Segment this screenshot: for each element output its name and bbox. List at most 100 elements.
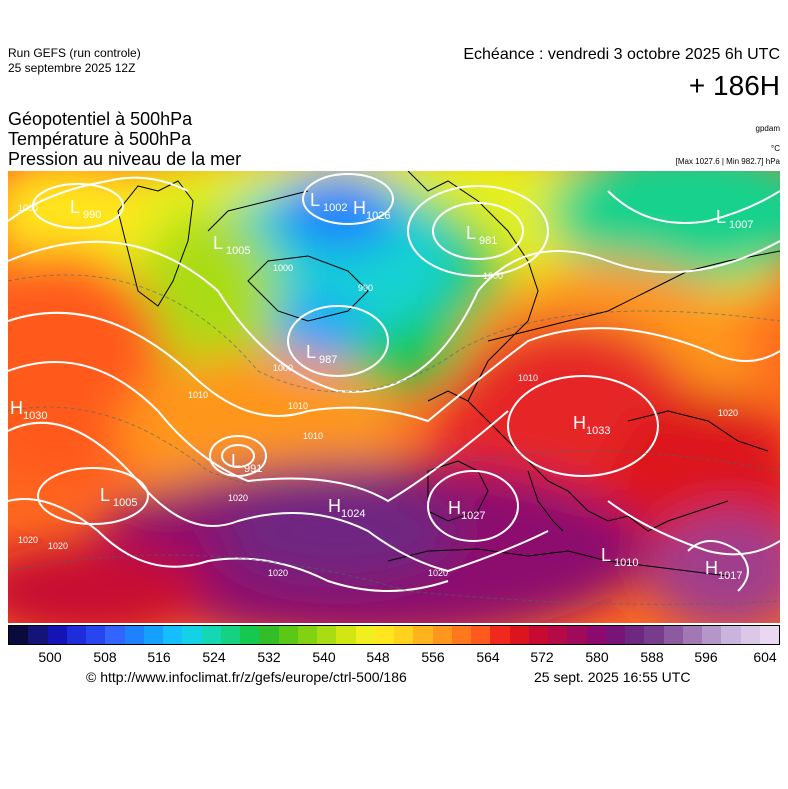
pressure-center-high-1030: H 1030 — [10, 398, 47, 422]
pressure-center-low-1005-north: L 1005 — [213, 233, 250, 257]
pressure-center-value: 987 — [319, 354, 337, 366]
pressure-center-type: L — [70, 197, 80, 217]
colorbar-tick: 516 — [147, 649, 171, 665]
isobar-labels: 1000 1000 990 1000 1000 1010 1010 1020 1020 1020 1… — [18, 203, 738, 578]
colorbar-swatch — [163, 626, 183, 644]
isobar-label: 1010 — [288, 401, 308, 411]
colorbar-swatch — [86, 626, 106, 644]
isobar-label: 1000 — [483, 271, 503, 281]
valid-time: Echéance : vendredi 3 octobre 2025 6h UT… — [463, 46, 780, 63]
colorbar-tick: 580 — [585, 649, 609, 665]
colorbar-swatch — [509, 626, 529, 644]
pressure-center-type: L — [310, 190, 320, 210]
temperature-contours — [8, 274, 780, 605]
isobar-label: 1020 — [48, 541, 68, 551]
colorbar-swatch — [528, 626, 548, 644]
pressure-center-low-990: L 990 — [70, 197, 101, 221]
unit-celsius: °C — [771, 144, 780, 153]
pressure-center-type: L — [466, 223, 476, 243]
colorbar-swatch — [702, 626, 722, 644]
colorbar-swatch — [471, 626, 491, 644]
pressure-center-low-1007: L 1007 — [716, 207, 753, 231]
pressure-center-type: H — [10, 398, 23, 418]
pressure-center-value: 1027 — [461, 510, 485, 522]
colorbar-swatch — [663, 626, 683, 644]
pressure-center-value: 990 — [83, 209, 101, 221]
pressure-center-value: 1010 — [614, 557, 638, 569]
pressure-center-type: L — [100, 485, 110, 505]
colorbar-swatch — [105, 626, 125, 644]
colorbar-swatch — [432, 626, 452, 644]
pressure-center-low-1002: L 1002 — [310, 190, 347, 214]
pressure-center-value: 991 — [244, 463, 262, 475]
colorbar-swatch — [682, 626, 702, 644]
colorbar-tick: 588 — [640, 649, 664, 665]
colorbar-swatch — [605, 626, 625, 644]
pressure-center-value: 1005 — [226, 245, 250, 257]
colorbar-swatch — [47, 626, 67, 644]
pressure-center-high-1024: H 1024 — [328, 496, 365, 520]
generation-time: 25 sept. 2025 16:55 UTC — [534, 669, 691, 685]
colorbar-tick: 604 — [753, 649, 777, 665]
source-credit: © http://www.infoclimat.fr/z/gefs/europe… — [86, 669, 407, 685]
colorbar-swatch — [297, 626, 317, 644]
pressure-center-high-1033: H 1033 — [573, 413, 610, 437]
colorbar-swatch — [66, 626, 86, 644]
pressure-center-value: 1030 — [23, 410, 47, 422]
isobar-label: 1020 — [718, 408, 738, 418]
colorbar-swatch — [721, 626, 741, 644]
coastlines — [117, 171, 780, 577]
isobar-label: 1010 — [518, 373, 538, 383]
isobar-label: 990 — [358, 283, 373, 293]
colorbar-swatch — [143, 626, 163, 644]
colorbar-swatch — [394, 626, 414, 644]
pressure-range: [Max 1027.6 | Min 982.7] hPa — [675, 157, 780, 166]
colorbar-tick: 596 — [694, 649, 718, 665]
colorbar-ticks: 500 508 516 524 532 540 548 556 564 572 580 588 596 6… — [0, 649, 788, 665]
colorbar-tick: 500 — [38, 649, 62, 665]
colorbar-swatch — [28, 626, 48, 644]
unit-gpdam: gpdam — [755, 124, 780, 133]
pressure-center-value: 1005 — [113, 497, 137, 509]
pressure-center-value: 1007 — [729, 219, 753, 231]
colorbar-tick: 540 — [312, 649, 336, 665]
pressure-center-value: 1017 — [718, 570, 742, 582]
isobar-label: 1020 — [18, 535, 38, 545]
colorbar-swatch — [759, 626, 779, 644]
pressure-center-type: H — [573, 413, 586, 433]
colorbar-swatch — [317, 626, 337, 644]
pressure-center-low-1005-south: L 1005 — [100, 485, 137, 509]
pressure-center-type: L — [601, 545, 611, 565]
colorbar-swatch — [220, 626, 240, 644]
colorbar-swatch — [644, 626, 664, 644]
weather-map: L 990 L 1005 L 1002 H 1026 L 981 L 1007 L 987 H 1030 L 99… — [8, 171, 780, 623]
colorbar-swatch — [413, 626, 433, 644]
pressure-center-value: 1024 — [341, 508, 365, 520]
colorbar-swatch — [278, 626, 298, 644]
pressure-center-value: 1026 — [366, 210, 390, 222]
colorbar-swatch — [355, 626, 375, 644]
colorbar-swatch — [124, 626, 144, 644]
colorbar-swatch — [182, 626, 202, 644]
pressure-center-type: H — [448, 498, 461, 518]
isobar-label: 1020 — [228, 493, 248, 503]
pressure-center-low-987: L 987 — [306, 342, 337, 366]
colorbar-swatch — [548, 626, 568, 644]
colorbar-swatch — [336, 626, 356, 644]
pressure-center-type: L — [306, 342, 316, 362]
isobar-label: 1020 — [428, 568, 448, 578]
isobars — [8, 173, 780, 592]
layer-temperature: Température à 500hPa — [8, 129, 192, 149]
colorbar-tick: 564 — [476, 649, 500, 665]
pressure-center-type: H — [353, 198, 366, 218]
colorbar-swatch — [201, 626, 221, 644]
pressure-center-type: H — [705, 558, 718, 578]
colorbar-swatch — [567, 626, 587, 644]
colorbar-swatch — [374, 626, 394, 644]
run-date: 25 septembre 2025 12Z — [8, 61, 136, 75]
colorbar-tick: 572 — [530, 649, 554, 665]
pressure-center-type: L — [231, 451, 241, 471]
pressure-center-value: 981 — [479, 235, 497, 247]
pressure-center-low-1010: L 1010 — [601, 545, 638, 569]
